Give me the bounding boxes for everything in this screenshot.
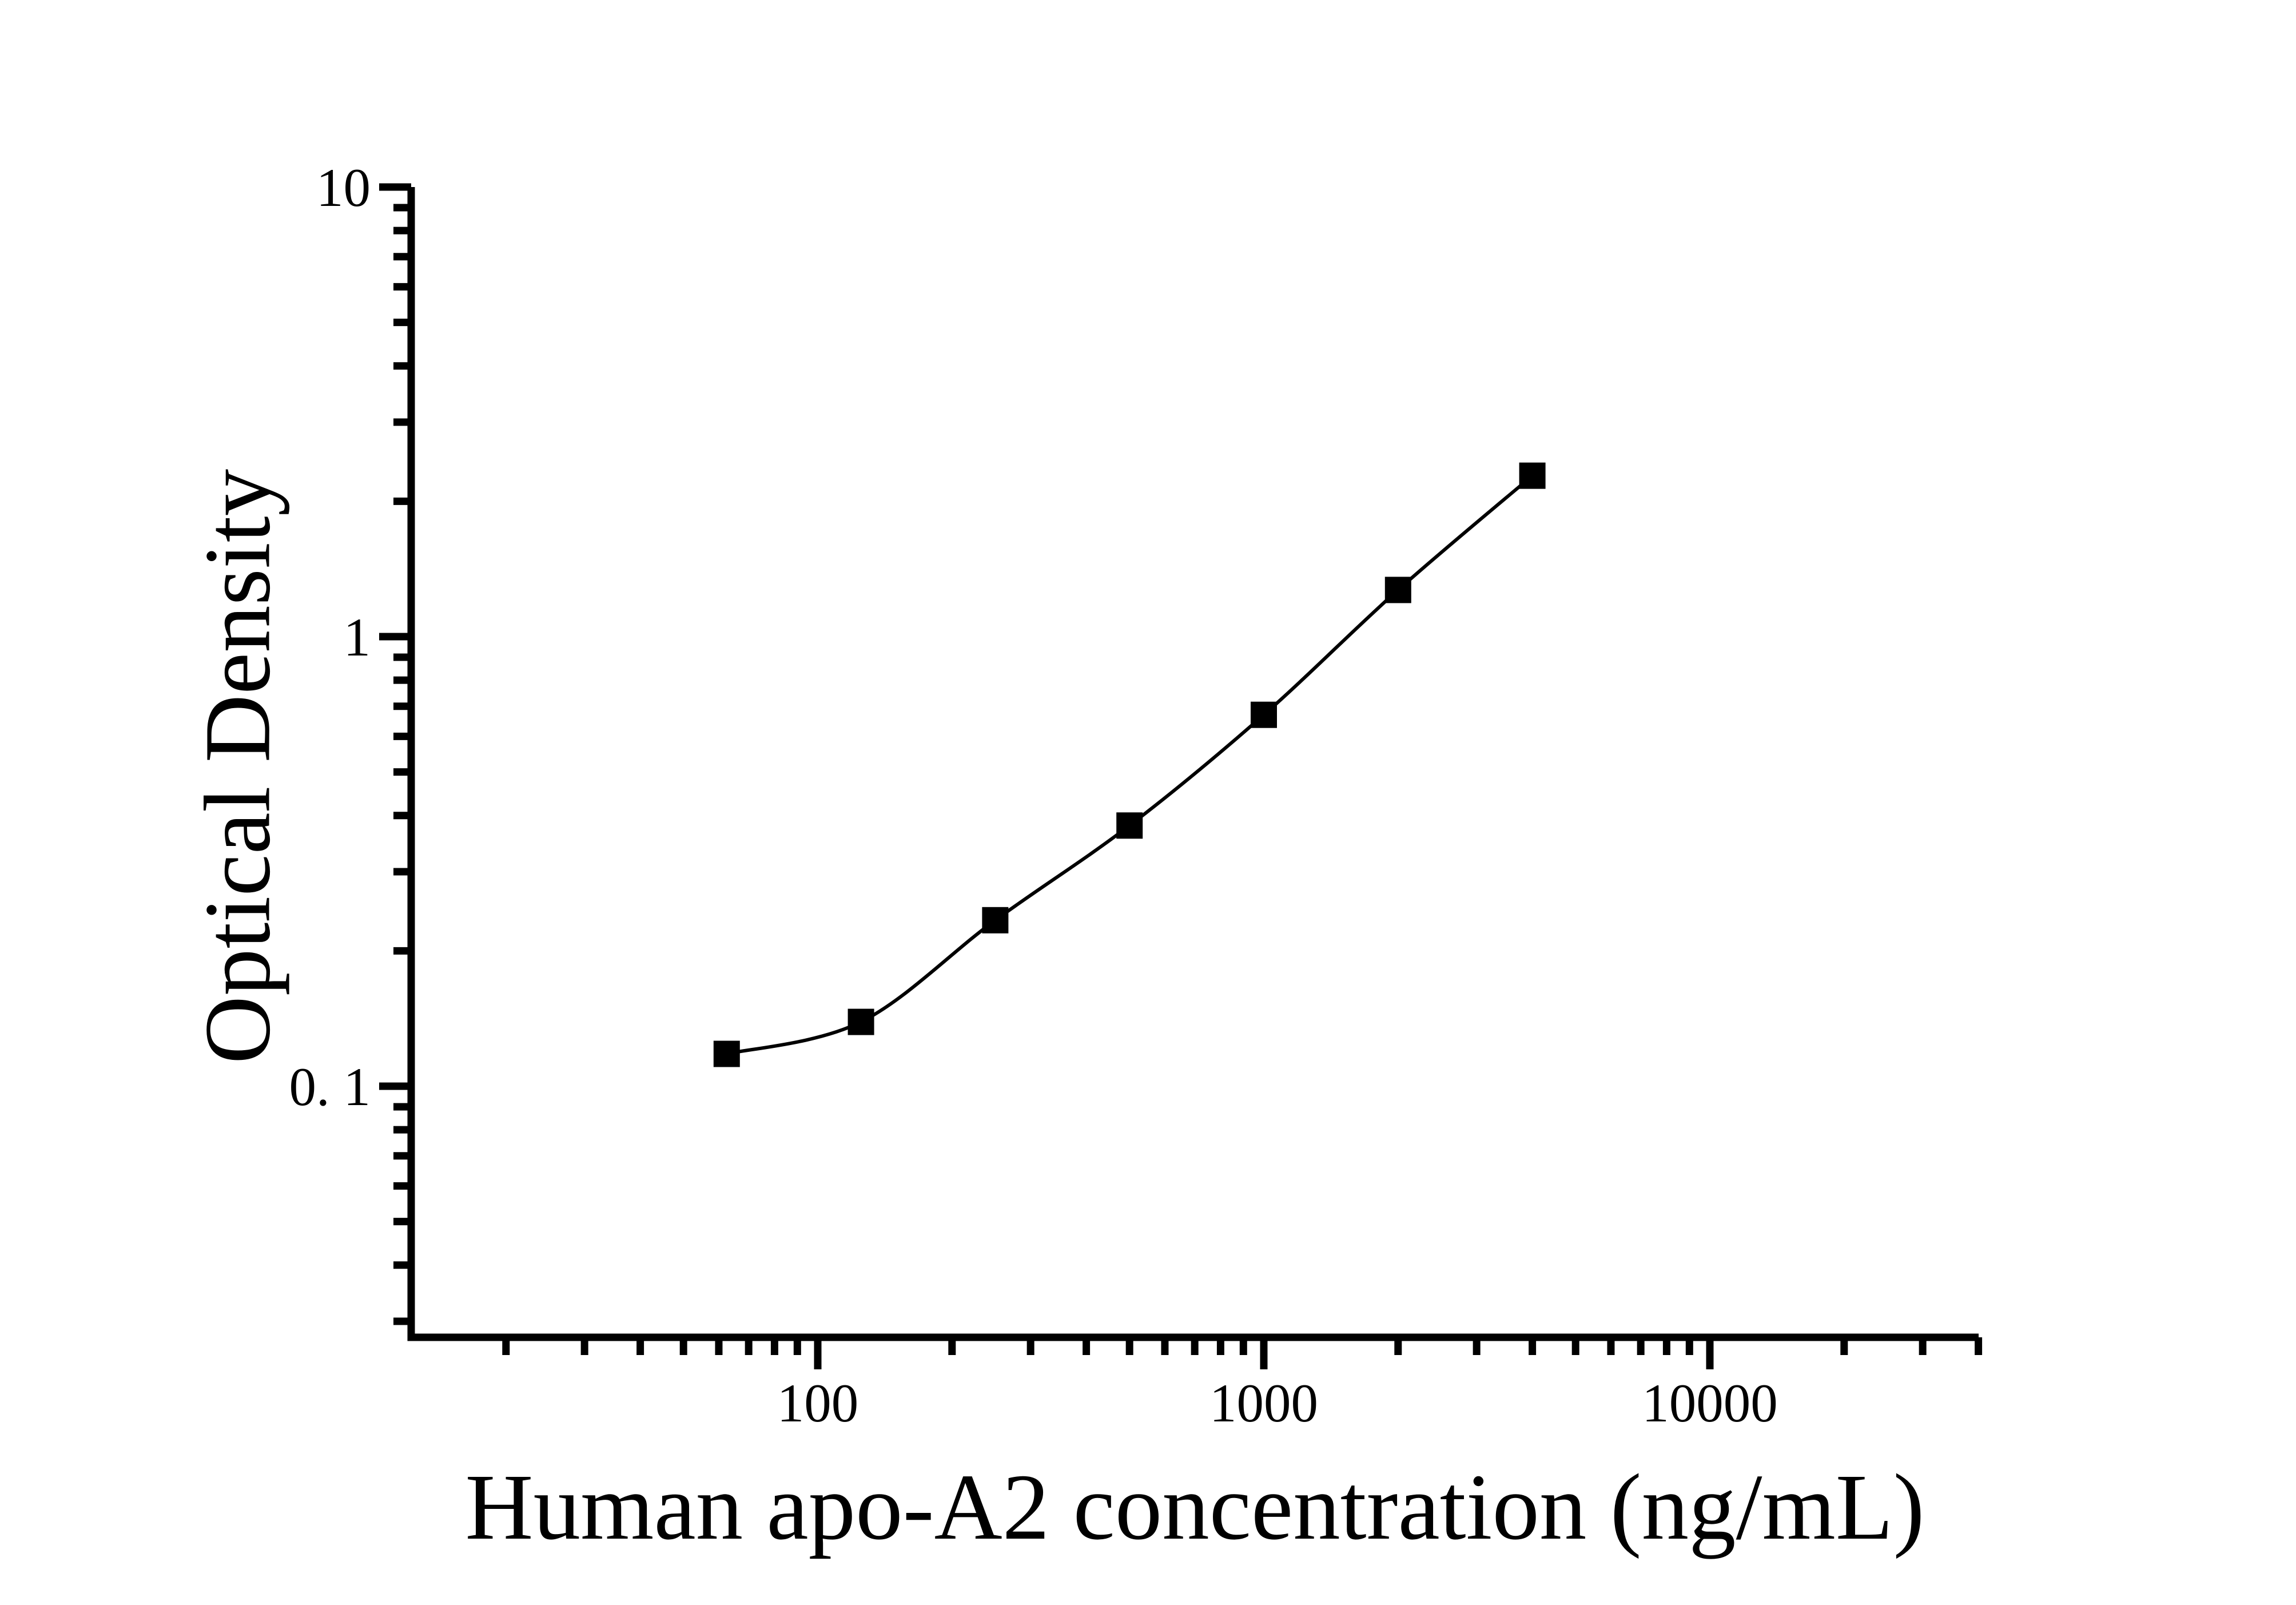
data-point-marker <box>1384 577 1411 603</box>
data-point-marker <box>1251 701 1277 728</box>
y-tick-label: 0. 1 <box>289 1056 371 1117</box>
data-point-marker <box>1519 462 1546 489</box>
standard-curve-line <box>726 474 1534 1056</box>
y-axis-title: Optical Density <box>185 468 290 1064</box>
x-tick-label: 1000 <box>1209 1373 1318 1433</box>
x-axis-title: Human apo-A2 concentration (ng/mL) <box>465 1455 1925 1559</box>
data-point-marker <box>1116 812 1143 839</box>
data-point-marker <box>713 1040 740 1067</box>
data-point-marker <box>982 907 1009 933</box>
x-tick-label: 100 <box>777 1373 859 1433</box>
y-tick-label: 1 <box>344 607 371 668</box>
x-tick-label: 10000 <box>1642 1373 1778 1433</box>
data-point-marker <box>847 1008 874 1035</box>
y-tick-label: 10 <box>316 157 371 218</box>
